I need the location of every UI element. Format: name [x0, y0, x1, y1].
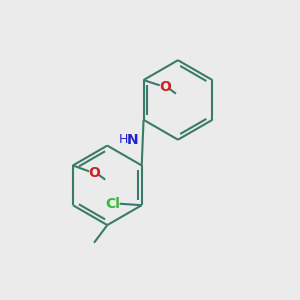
Text: O: O: [159, 80, 171, 94]
Text: H: H: [119, 133, 128, 146]
Text: Cl: Cl: [106, 197, 121, 211]
Text: O: O: [88, 166, 100, 180]
Text: N: N: [126, 133, 138, 147]
